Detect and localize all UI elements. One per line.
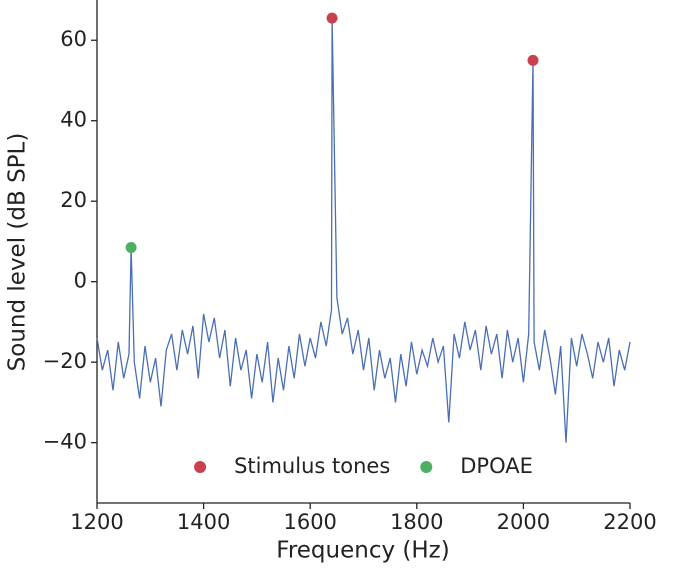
- x-tick-label: 1400: [177, 510, 230, 534]
- legend-marker: [194, 461, 207, 473]
- x-tick-label: 2000: [497, 510, 550, 534]
- spectrum-line: [96, 18, 631, 443]
- legend-label: Stimulus tones: [234, 454, 390, 478]
- marker: [125, 241, 137, 253]
- marker: [326, 12, 338, 24]
- y-tick-label: −40: [43, 430, 87, 454]
- y-tick-label: 60: [60, 27, 87, 51]
- y-axis-label: Sound level (dB SPL): [5, 133, 31, 372]
- x-tick-label: 2200: [603, 510, 656, 534]
- x-tick-label: 1200: [70, 510, 123, 534]
- x-tick-label: 1800: [390, 510, 443, 534]
- marker: [527, 54, 539, 66]
- x-axis-label: Frequency (Hz): [276, 538, 449, 564]
- y-tick-label: −20: [43, 349, 87, 373]
- y-tick-label: 0: [74, 269, 87, 293]
- y-tick-label: 20: [60, 188, 87, 212]
- y-tick-label: 40: [60, 108, 87, 132]
- x-tick-label: 1600: [283, 510, 336, 534]
- legend-label: DPOAE: [460, 454, 533, 478]
- legend-marker: [420, 461, 433, 473]
